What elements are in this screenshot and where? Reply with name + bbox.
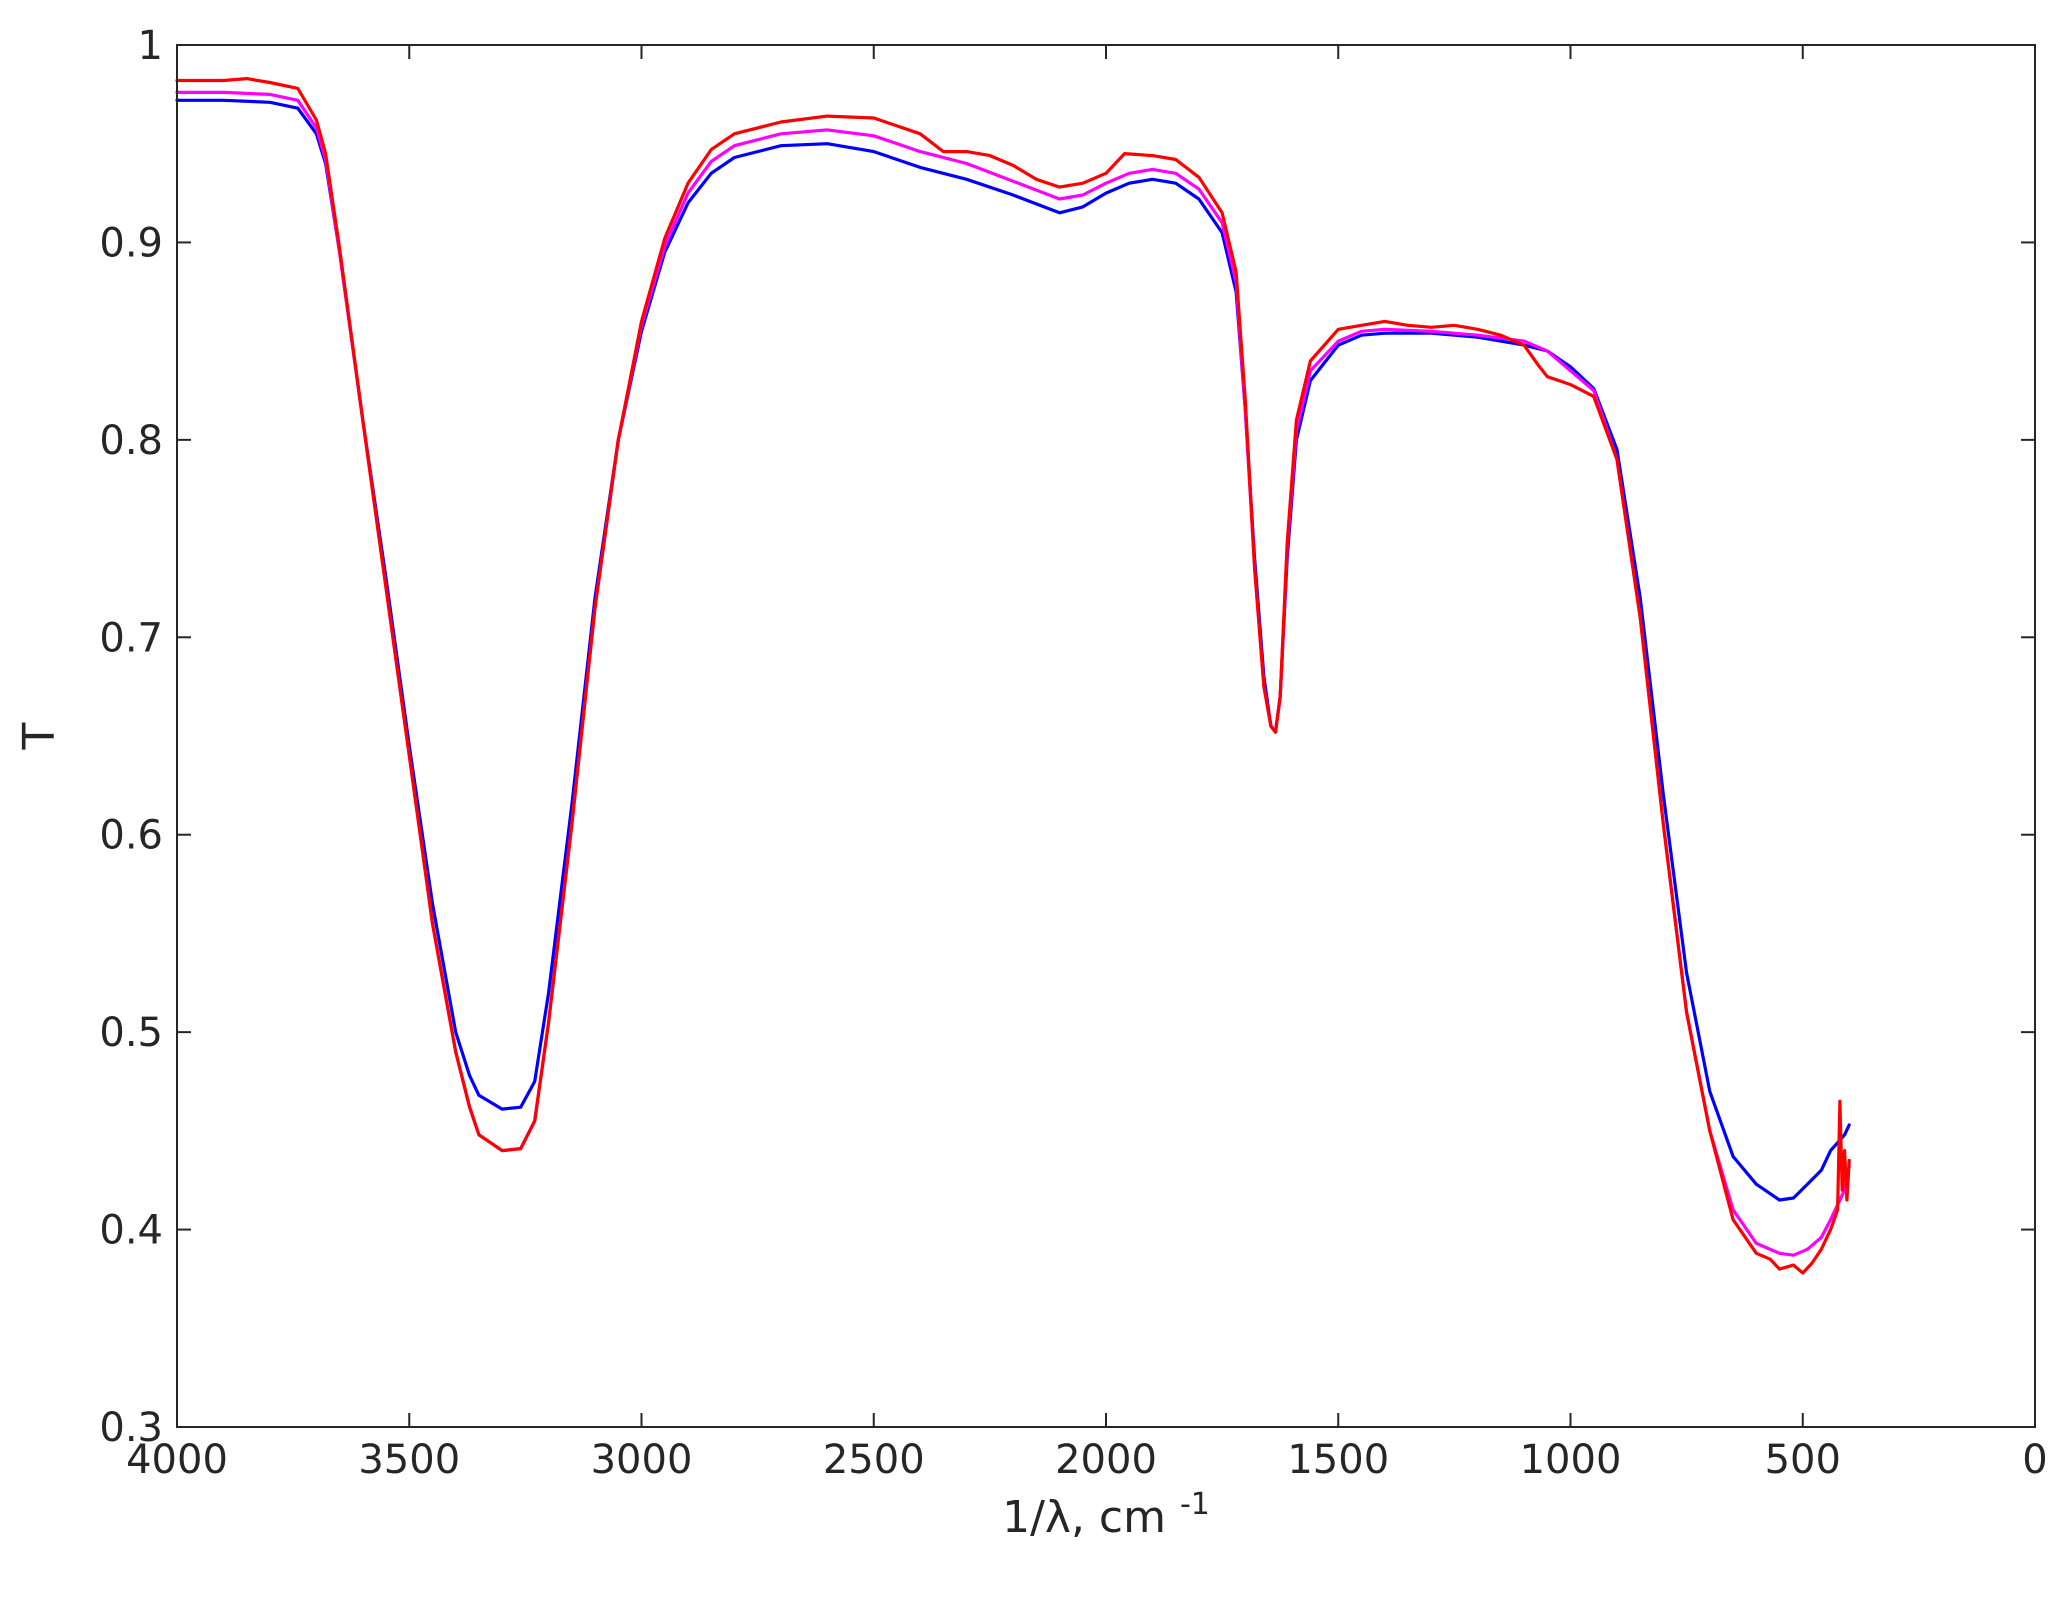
y-axis-label: T: [14, 722, 65, 750]
x-tick-label: 4000: [126, 1437, 228, 1483]
y-tick-label: 0.4: [99, 1208, 163, 1254]
y-tick-label: 0.3: [99, 1405, 163, 1451]
x-axis-label-superscript: -1: [1180, 1487, 1210, 1522]
series-line-3: [175, 77, 1851, 1275]
x-tick-label: 1500: [1287, 1437, 1389, 1483]
y-tick-label: 0.7: [99, 615, 163, 661]
x-axis-label: 1/λ, cm -1: [1002, 1487, 1210, 1543]
x-tick-label: 2500: [823, 1437, 925, 1483]
x-tick-label: 0: [2022, 1437, 2047, 1483]
x-tick-label: 1000: [1520, 1437, 1622, 1483]
series-layer: [175, 77, 1851, 1275]
x-axis-label-text: 1/λ, cm: [1002, 1492, 1166, 1543]
y-tick-label: 1: [138, 23, 163, 69]
x-tick-label: 2000: [1055, 1437, 1157, 1483]
axes-layer: 4000 3500 3000 2500 2000 1500 1000 500 0 0.3 0.4 0.…: [99, 23, 2047, 1483]
y-tick-label: 0.9: [99, 220, 163, 266]
x-tick-label: 3000: [591, 1437, 693, 1483]
y-tick-label: 0.8: [99, 418, 163, 464]
y-tick-label: 0.5: [99, 1010, 163, 1056]
x-tick-label: 500: [1765, 1437, 1841, 1483]
x-tick-label: 3500: [358, 1437, 460, 1483]
series-line-1: [175, 98, 1851, 1202]
y-tick-label: 0.6: [99, 813, 163, 859]
